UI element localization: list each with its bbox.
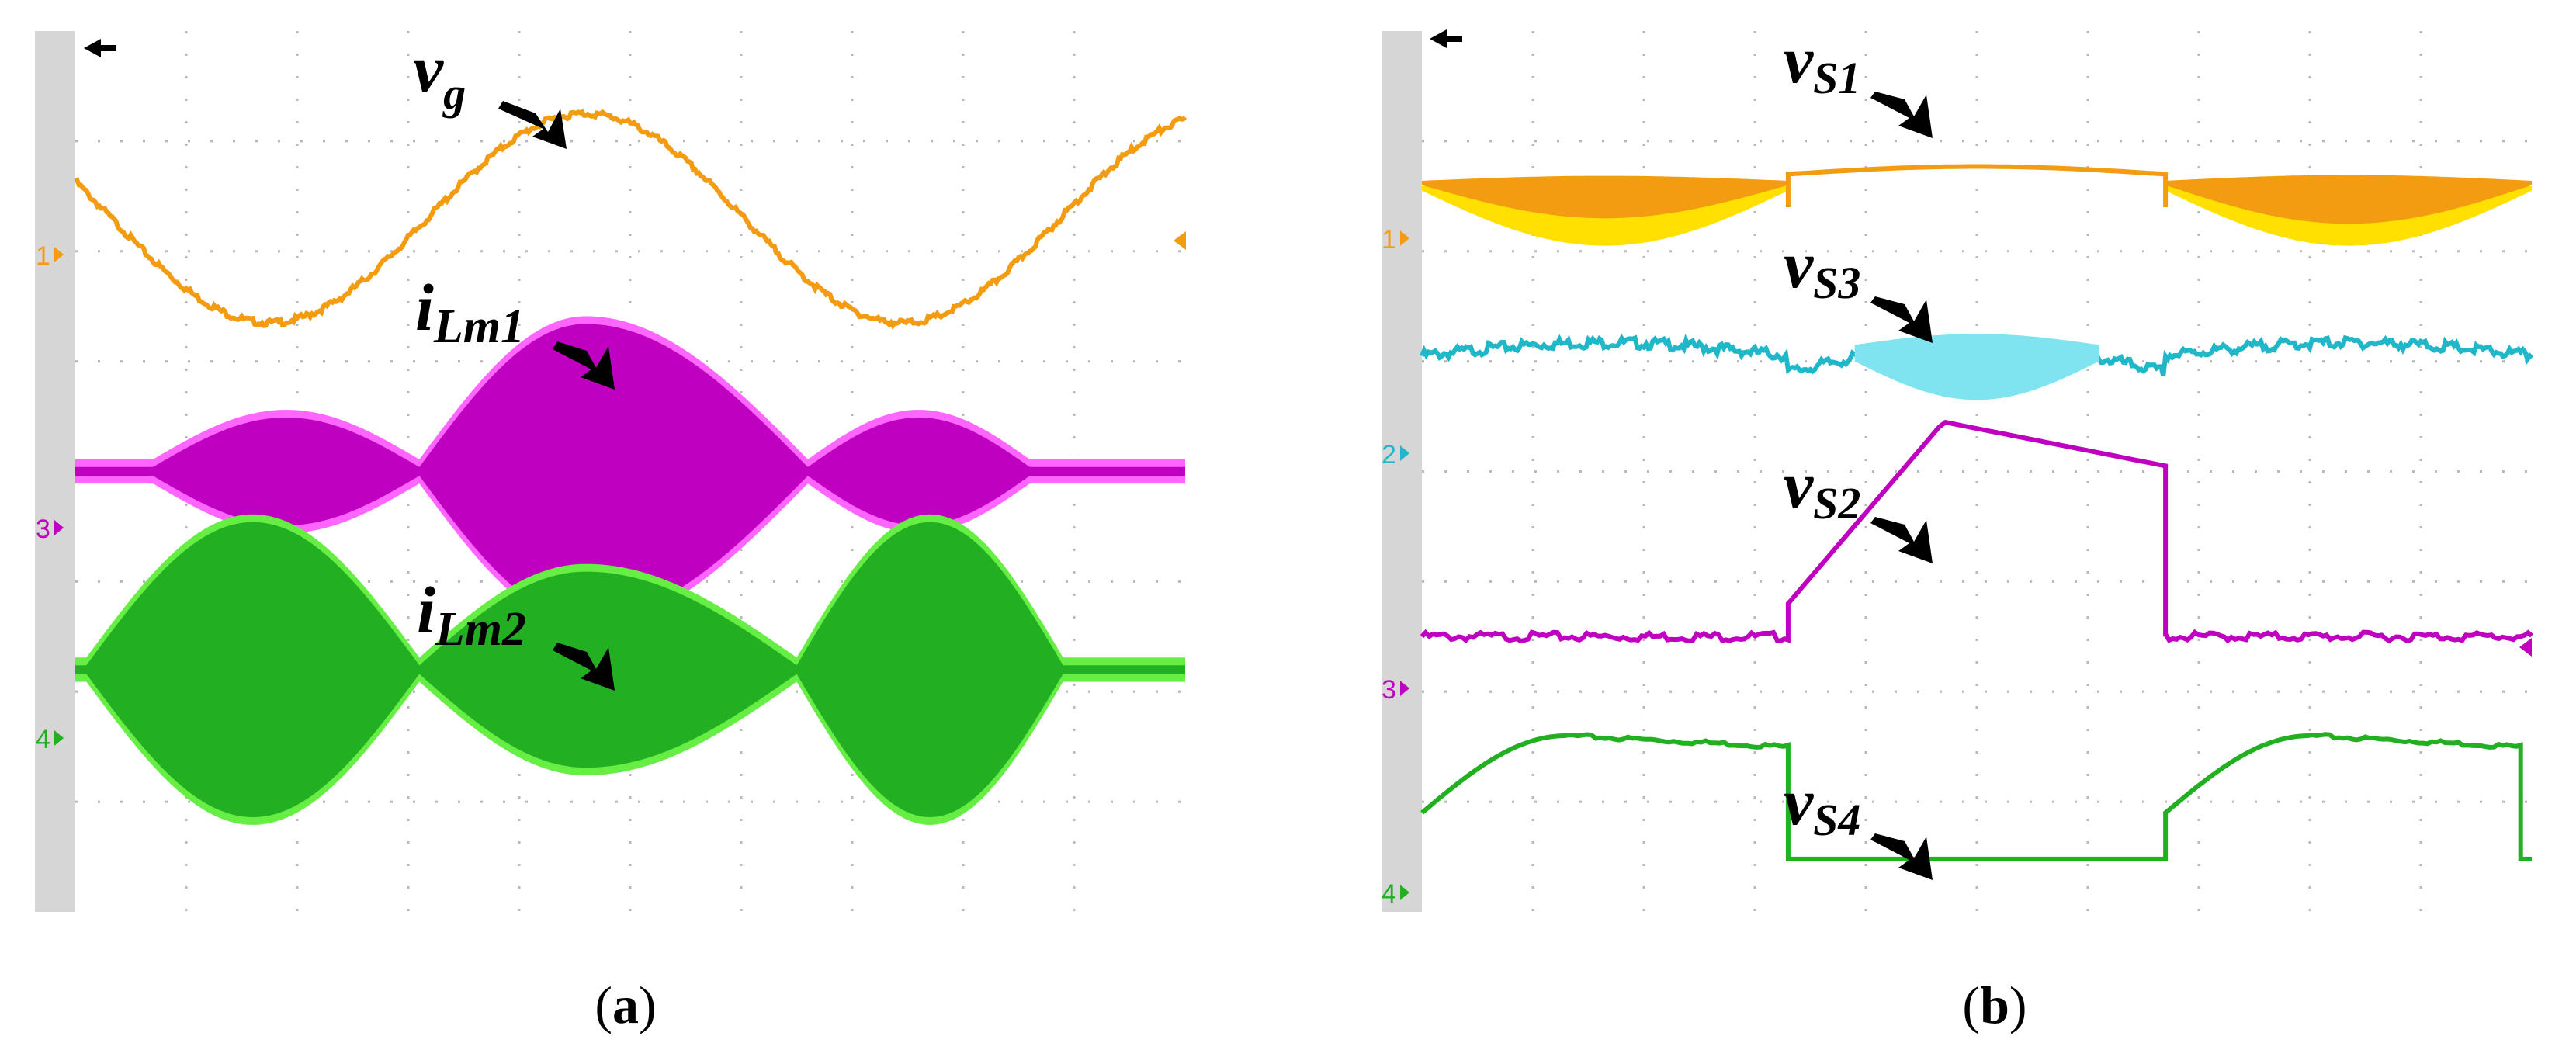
label-vs4: vS4 [1784,764,1860,845]
trace-vs1 [1785,164,2169,207]
svg-text:4: 4 [36,725,50,754]
trace-vs1-band [1422,175,1788,219]
panel-a: 1 3 4 vg iLm1 iLm2 (a) [35,31,1187,1034]
caption-a: (a) [595,975,656,1034]
arrow-vg-icon [498,101,567,149]
trace-ilm2-envelope [75,522,1185,817]
trace-ilm1-envelope [75,324,1185,619]
ground-arrow-icon [1430,29,1462,48]
channel-marker-b-1: 1 [1382,225,1409,255]
trigger-marker-a [1174,231,1186,250]
channel-marker-a-1: 1 [36,241,64,271]
arrow-ilm1-icon [553,341,615,390]
svg-text:3: 3 [36,515,50,544]
arrow-vs4-icon [1870,833,1933,880]
channel-marker-b-2: 2 [1382,440,1409,470]
arrow-ilm2-icon [553,643,615,691]
label-vs2: vS2 [1784,448,1860,528]
arrow-vs1-icon [1870,92,1933,138]
trace-vs2 [1420,419,2533,644]
svg-text:1: 1 [1382,225,1396,255]
label-ilm1: iLm1 [415,270,525,353]
trace-vs3-band [1854,334,2099,400]
grid-b [1422,31,2532,912]
side-strip-a [35,31,75,912]
channel-marker-b-4: 4 [1382,879,1409,909]
trace-vs4 [1420,732,2532,861]
label-vs1: vS1 [1784,23,1860,103]
traces-b [1420,164,2534,861]
label-ilm2: iLm2 [417,573,526,656]
svg-text:4: 4 [1382,879,1396,909]
svg-text:3: 3 [1382,675,1396,705]
channel-marker-a-4: 4 [36,725,64,754]
trace-vg [74,109,1187,330]
arrow-vs3-icon [1870,296,1933,343]
trace-vs1-band [2165,175,2532,224]
svg-text:2: 2 [1382,440,1396,470]
label-vg: vg [413,32,466,119]
caption-b: (b) [1962,975,2026,1034]
panel-b: 1 2 3 4 vS1 vS3 vS2 vS4 [1382,23,2534,1034]
ground-arrow-icon [84,39,116,57]
svg-text:1: 1 [36,241,50,271]
trigger-marker-b [2519,638,2532,657]
traces-a [74,109,1187,825]
label-vs3: vS3 [1784,227,1860,308]
arrow-vs2-icon [1870,517,1933,563]
channel-marker-a-3: 3 [36,515,64,544]
side-strip-b [1382,31,1422,912]
channel-marker-b-3: 3 [1382,675,1409,705]
